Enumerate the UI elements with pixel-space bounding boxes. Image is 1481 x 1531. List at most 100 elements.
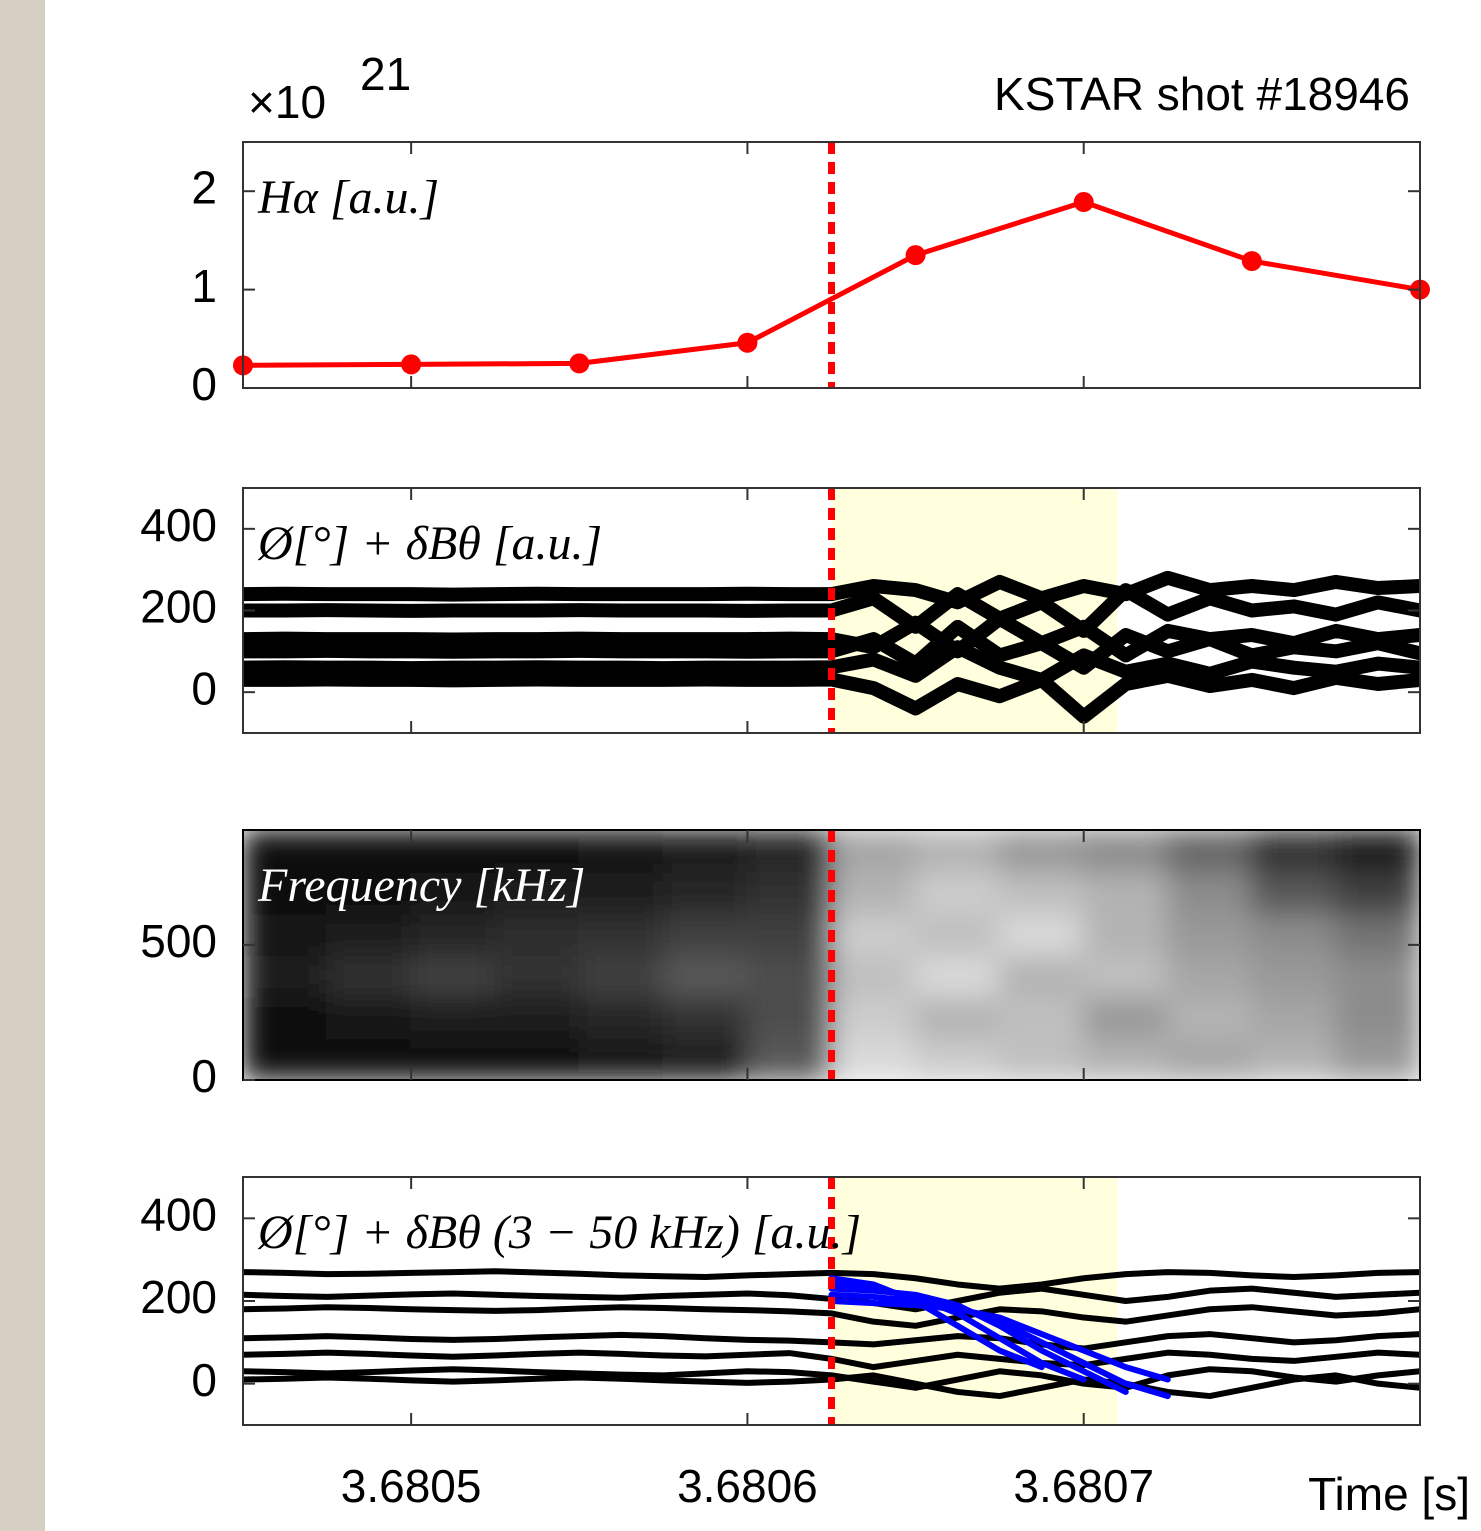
heatmap-cell (1082, 870, 1169, 915)
y-tick-label: 500 (140, 915, 217, 967)
panel-label: Ø[°] + δBθ (3 − 50 kHz) [a.u.] (257, 1206, 861, 1259)
heatmap-cell (1250, 1037, 1337, 1080)
heatmap-cell (1082, 1037, 1169, 1080)
heatmap-cell (410, 954, 497, 998)
series-line (828, 1291, 1171, 1400)
heatmap-cell (1250, 830, 1337, 873)
heatmap-cell (1166, 830, 1253, 873)
x-tick-label: 3.6807 (1013, 1460, 1154, 1512)
y-tick-label: 400 (140, 1188, 217, 1240)
heatmap-cell (1334, 995, 1420, 1040)
x-tick-label: 3.6805 (341, 1460, 482, 1512)
heatmap-cell (578, 995, 665, 1040)
heatmap-cell (1334, 870, 1420, 915)
heatmap-cell (243, 1037, 329, 1080)
heatmap-cell (1082, 995, 1169, 1040)
heatmap-cell (1082, 830, 1169, 873)
panel-label: Hα [a.u.] (257, 171, 439, 224)
heatmap-cell (494, 954, 581, 998)
y-tick-label: 200 (140, 581, 217, 633)
heatmap-cell (1250, 954, 1337, 998)
heatmap-cell (1334, 912, 1420, 956)
plot-area (243, 830, 1420, 1080)
heatmap-cell (326, 830, 413, 873)
heatmap-cell (914, 912, 1001, 956)
heatmap-cell (914, 1037, 1001, 1080)
heatmap-cell (830, 995, 917, 1040)
heatmap-cell (1334, 830, 1420, 873)
heatmap-cell (914, 954, 1001, 998)
heatmap-cell (662, 870, 749, 915)
axes-frame (242, 141, 1421, 389)
heatmap-cell (243, 995, 329, 1040)
series-line (828, 1298, 1171, 1383)
series-line (243, 1366, 1420, 1391)
heatmap-cell (998, 954, 1085, 998)
heatmap-cell (746, 912, 833, 956)
heatmap-cell (746, 954, 833, 998)
heatmap-cell (1166, 954, 1253, 998)
heatmap-cell (494, 912, 581, 956)
y-tick-label: 200 (140, 1271, 217, 1323)
heatmap-cell (243, 912, 329, 956)
y-tick-label: 0 (191, 662, 217, 714)
heatmap-cell (830, 1037, 917, 1080)
heatmap-cell (998, 870, 1085, 915)
exponent-base: ×10 (248, 76, 326, 128)
series-line (243, 640, 1420, 687)
heatmap-cell (998, 912, 1085, 956)
heatmap (243, 830, 1420, 1080)
heatmap-cell (410, 830, 497, 873)
axes-frame (242, 829, 1421, 1081)
heatmap-cell (410, 870, 497, 915)
heatmap-cell (1166, 912, 1253, 956)
heatmap-cell (998, 995, 1085, 1040)
heatmap-cell (1166, 995, 1253, 1040)
heatmap-cell (410, 1037, 497, 1080)
heatmap-cell (1334, 954, 1420, 998)
y-tick-label: 400 (140, 499, 217, 551)
heatmap-cell (998, 1037, 1085, 1080)
heatmap-cell (494, 1037, 581, 1080)
panel-label: Ø[°] + δBθ [a.u.] (257, 517, 602, 570)
heatmap-cell (243, 870, 329, 915)
heatmap-cell (494, 995, 581, 1040)
y-tick-label: 0 (191, 1354, 217, 1406)
heatmap-cell (410, 912, 497, 956)
heatmap-cell (1166, 1037, 1253, 1080)
x-tick-label: 3.6806 (677, 1460, 818, 1512)
series-line (828, 1275, 1045, 1371)
point (737, 332, 758, 353)
heatmap-cell (494, 870, 581, 915)
series-line (243, 1304, 1420, 1329)
heatmap-cell (662, 1037, 749, 1080)
point (905, 245, 926, 266)
heatmap-cell (494, 830, 581, 873)
heatmap-cell (410, 995, 497, 1040)
point (569, 353, 590, 374)
point (1241, 251, 1262, 272)
heatmap-cell (243, 830, 329, 873)
x-axis-label: Time [s] (1308, 1468, 1470, 1520)
heatmap-cell (326, 912, 413, 956)
heatmap-cell (578, 1037, 665, 1080)
side-strip (0, 0, 45, 1531)
heatmap-cell (1250, 995, 1337, 1040)
heatmap-cell (578, 912, 665, 956)
heatmap-cell (830, 954, 917, 998)
heatmap-cell (1250, 912, 1337, 956)
heatmap-cell (326, 1037, 413, 1080)
y-tick-label: 0 (191, 1050, 217, 1102)
point (1073, 192, 1094, 213)
heatmap-cell (1082, 912, 1169, 956)
heatmap-cell (326, 995, 413, 1040)
heatmap-cell (1082, 954, 1169, 998)
heatmap-cell (830, 912, 917, 956)
heatmap-cell (1334, 1037, 1420, 1080)
heatmap-cell (578, 954, 665, 998)
series-line (243, 199, 1420, 368)
heatmap-cell (1166, 870, 1253, 915)
y-tick-label: 2 (191, 161, 217, 213)
heatmap-cell (914, 870, 1001, 915)
heatmap-cell (830, 830, 917, 873)
